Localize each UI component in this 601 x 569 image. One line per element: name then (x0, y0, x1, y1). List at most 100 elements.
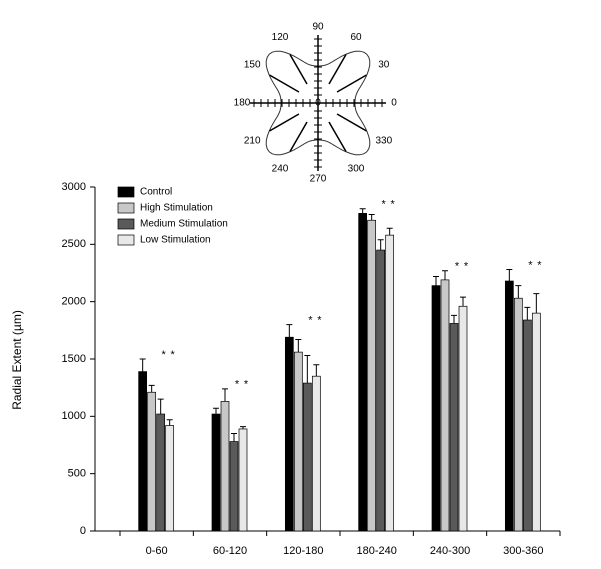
bar (440, 279, 450, 532)
y-tick-label: 500 (68, 468, 86, 480)
bar (165, 425, 175, 532)
y-tick-label: 2000 (62, 296, 86, 308)
legend-swatch (117, 186, 135, 198)
significance-mark: * (317, 315, 322, 327)
bar (156, 413, 166, 532)
error-bar (304, 355, 311, 384)
error-bar (157, 398, 164, 415)
bar (238, 428, 248, 532)
ray (289, 54, 308, 85)
error-bar (451, 314, 457, 324)
ray (289, 121, 308, 152)
bar (311, 375, 321, 532)
x-tick-label: 180-240 (356, 545, 396, 557)
bar (147, 391, 157, 532)
bar (431, 285, 441, 532)
error-bar (368, 214, 375, 221)
y-axis-label: Radial Extent (µm) (10, 310, 24, 410)
error-bar (533, 293, 540, 314)
bar (211, 413, 221, 532)
y-tick-label: 1500 (62, 353, 86, 365)
x-tick-label: 0-60 (146, 545, 168, 557)
y-tick-label: 2500 (62, 238, 86, 250)
y-tick-label: 0 (80, 525, 86, 537)
error-bar (359, 208, 366, 214)
legend-swatch (117, 202, 135, 214)
bar (229, 441, 239, 532)
significance-mark: * (235, 379, 240, 391)
error-bar (386, 227, 393, 236)
angle-label: 330 (375, 136, 392, 147)
error-bar (377, 239, 384, 251)
legend-label: Low Stimulation (140, 235, 211, 246)
bar (376, 249, 386, 532)
error-bar (286, 324, 293, 338)
x-tick-label: 300-360 (503, 545, 543, 557)
ray (336, 74, 367, 93)
error-bar (442, 270, 448, 280)
y-tick-label: 3000 (62, 181, 86, 193)
significance-mark: * (308, 315, 313, 327)
bar (522, 319, 532, 532)
bar (358, 213, 368, 532)
significance-mark: * (455, 261, 460, 273)
error-bar (148, 384, 155, 393)
error-bar (313, 364, 320, 377)
angle-label: 240 (272, 163, 289, 174)
center-label: 0 (315, 98, 321, 109)
error-bar (231, 433, 237, 442)
legend-label: Control (140, 187, 172, 198)
error-bar (213, 407, 219, 415)
error-bar (295, 339, 302, 353)
significance-mark: * (162, 349, 167, 361)
angle-label: 90 (312, 22, 324, 33)
angle-label: 210 (244, 136, 261, 147)
bar (302, 382, 312, 532)
direction-diagram: 0 30 60 90 120 150 180 210 240 270 300 330 0 (234, 22, 398, 185)
legend-label: High Stimulation (140, 203, 213, 214)
significance-mark: * (537, 259, 542, 271)
angle-label: 270 (310, 174, 327, 185)
bar (138, 371, 148, 532)
legend-label: Medium Stimulation (140, 219, 228, 230)
x-tick-label: 60-120 (213, 545, 247, 557)
bar (385, 234, 395, 532)
angle-label: 0 (391, 98, 397, 109)
angle-label: 60 (350, 32, 362, 43)
ray (328, 54, 347, 85)
ray (336, 113, 367, 132)
significance-mark: * (171, 349, 176, 361)
angle-label: 300 (348, 163, 365, 174)
legend-swatch (117, 234, 135, 246)
bar (504, 280, 514, 532)
significance-mark: * (464, 261, 469, 273)
bar (531, 312, 541, 532)
ray (269, 113, 300, 132)
significance-mark: * (244, 379, 249, 391)
significance-mark: * (528, 259, 533, 271)
angle-label: 120 (272, 32, 289, 43)
error-bar (506, 269, 513, 282)
bar (284, 336, 294, 532)
x-tick-label: 120-180 (283, 545, 323, 557)
bar (367, 219, 377, 532)
significance-mark: * (382, 199, 387, 211)
ray (328, 121, 347, 152)
y-tick-label: 1000 (62, 410, 86, 422)
significance-mark: * (391, 199, 396, 211)
legend-swatch (117, 218, 135, 230)
bar (220, 401, 230, 532)
bar (449, 323, 459, 532)
error-bar (222, 388, 228, 402)
angle-label: 150 (244, 60, 261, 71)
bar (513, 297, 523, 532)
error-bar (433, 275, 439, 286)
x-tick-label: 240-300 (430, 545, 470, 557)
error-bar (515, 285, 522, 299)
bar (458, 305, 468, 532)
error-bar (240, 426, 246, 429)
error-bar (139, 358, 146, 372)
angle-label: 30 (378, 60, 390, 71)
angle-label: 180 (234, 98, 251, 109)
